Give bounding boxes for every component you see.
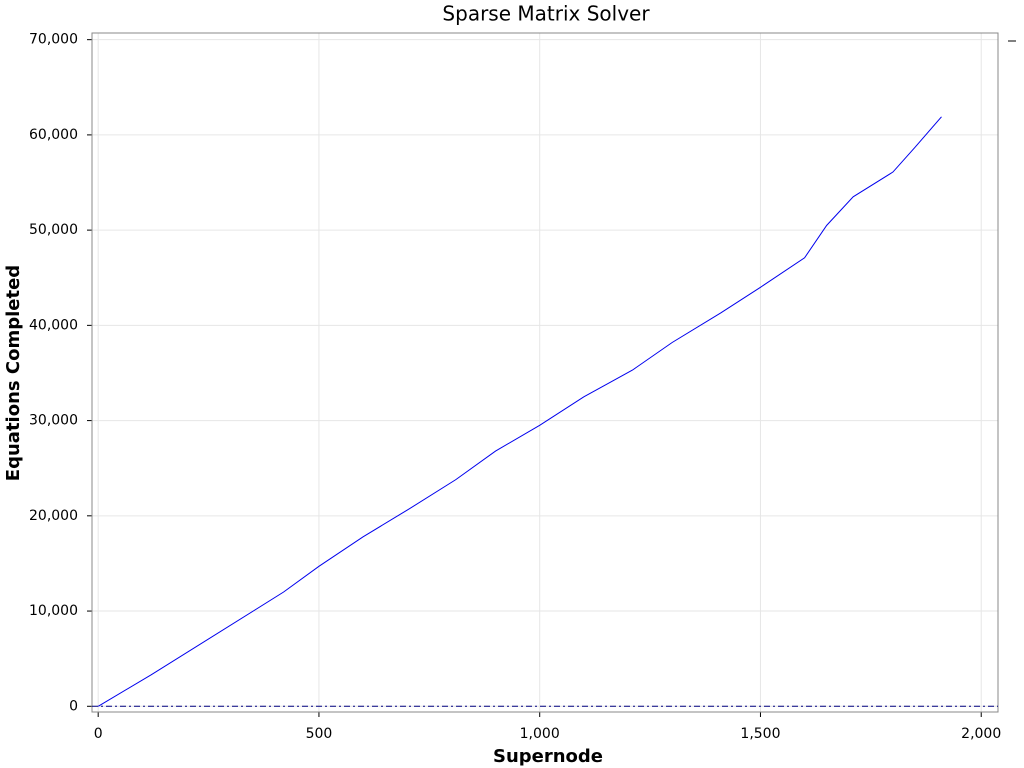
y-tick-label: 10,000 — [29, 603, 78, 619]
y-tick-label: 70,000 — [29, 32, 78, 48]
chart-title: Sparse Matrix Solver — [442, 2, 650, 26]
x-axis-label: Supernode — [493, 746, 603, 767]
y-tick-label: 40,000 — [29, 317, 78, 333]
y-tick-label: 30,000 — [29, 413, 78, 429]
y-tick-label: 20,000 — [29, 508, 78, 524]
x-tick-label: 1,500 — [740, 726, 780, 742]
x-tick-label: 2,000 — [961, 726, 1001, 742]
data-line — [97, 116, 942, 707]
y-axis-label: Equations Completed — [3, 265, 24, 481]
plot-frame — [91, 32, 999, 713]
y-tick-label: 0 — [69, 698, 78, 714]
y-tick-label: 50,000 — [29, 222, 78, 238]
x-tick-label: 1,000 — [520, 726, 560, 742]
y-tick-label: 60,000 — [29, 127, 78, 143]
x-tick-label: 500 — [306, 726, 333, 742]
x-tick-label: 0 — [94, 726, 103, 742]
